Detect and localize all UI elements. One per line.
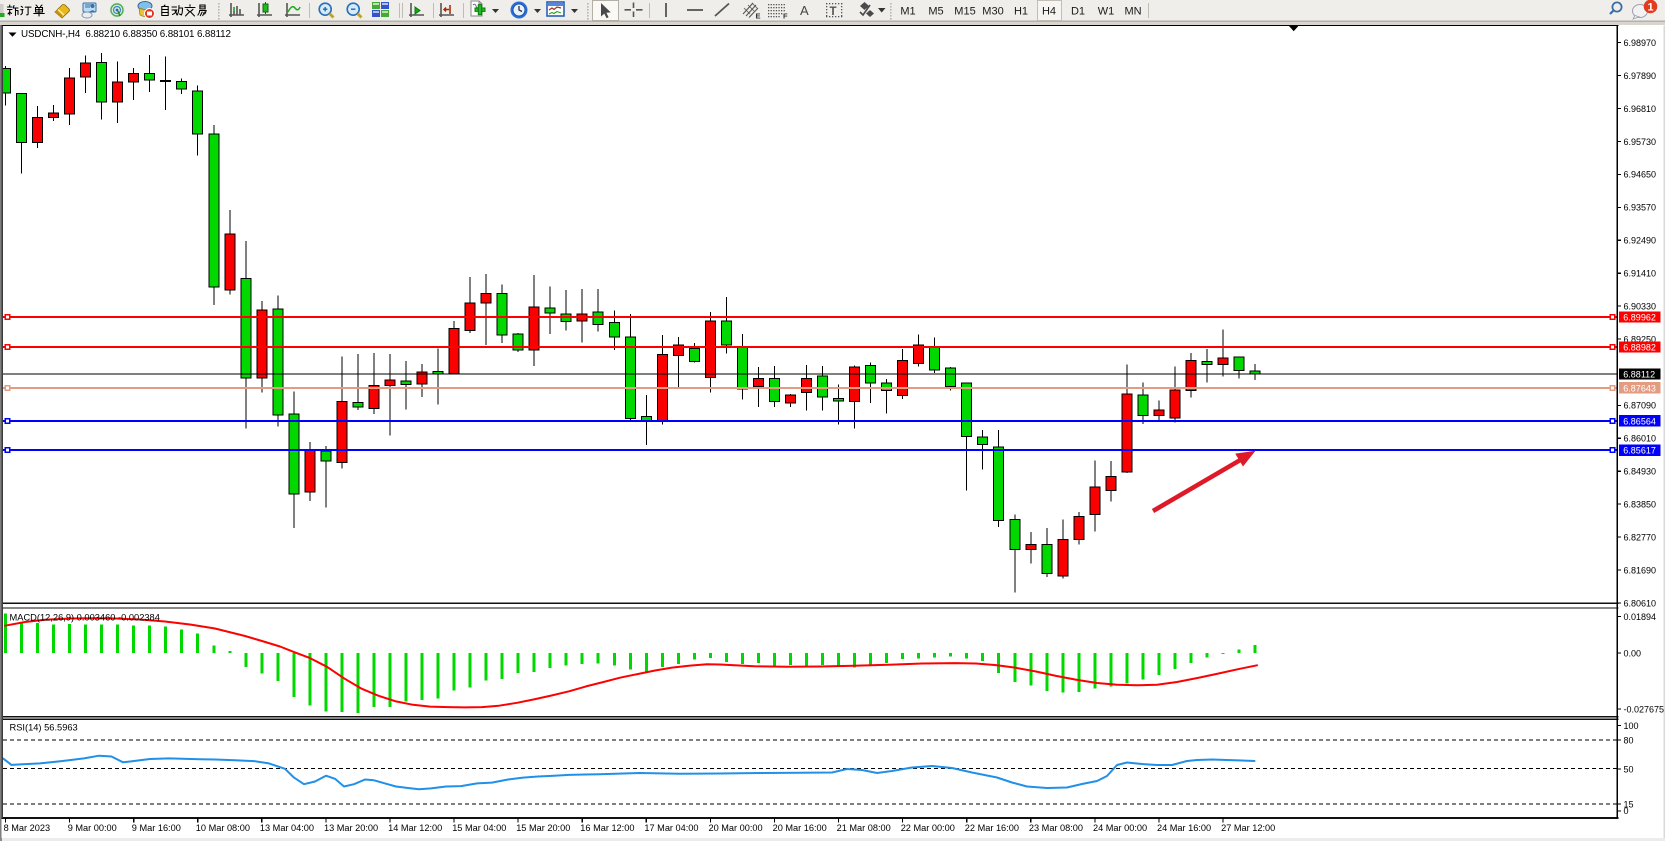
- svg-text:6.92490: 6.92490: [1624, 236, 1657, 246]
- svg-text:E: E: [756, 12, 761, 21]
- svg-text:6.87090: 6.87090: [1624, 401, 1657, 411]
- svg-text:6.97890: 6.97890: [1624, 71, 1657, 81]
- svg-text:13 Mar 04:00: 13 Mar 04:00: [260, 823, 314, 833]
- svg-text:8 Mar 2023: 8 Mar 2023: [4, 823, 50, 833]
- svg-text:USDCNH-,H4 6.88210 6.88350 6.: USDCNH-,H4 6.88210 6.88350 6.88101 6.881…: [21, 29, 231, 40]
- svg-text:H4: H4: [1042, 6, 1056, 18]
- svg-text:6.84930: 6.84930: [1624, 467, 1657, 477]
- svg-text:0.01894: 0.01894: [1624, 612, 1657, 622]
- svg-text:6.83850: 6.83850: [1624, 500, 1657, 510]
- svg-text:D1: D1: [1071, 6, 1085, 18]
- svg-text:6.95730: 6.95730: [1624, 137, 1657, 147]
- svg-text:6.93570: 6.93570: [1624, 203, 1657, 213]
- svg-text:16 Mar 12:00: 16 Mar 12:00: [580, 823, 634, 833]
- svg-text:17 Mar 04:00: 17 Mar 04:00: [644, 823, 698, 833]
- svg-text:6.89962: 6.89962: [1623, 313, 1656, 323]
- svg-text:6.88982: 6.88982: [1623, 343, 1656, 353]
- svg-text:23 Mar 08:00: 23 Mar 08:00: [1029, 823, 1083, 833]
- svg-text:6.96810: 6.96810: [1624, 104, 1657, 114]
- svg-text:6.90330: 6.90330: [1624, 302, 1657, 312]
- svg-text:15 Mar 04:00: 15 Mar 04:00: [452, 823, 506, 833]
- svg-text:0.00: 0.00: [1624, 648, 1642, 658]
- svg-text:F: F: [783, 12, 788, 21]
- svg-text:6.89250: 6.89250: [1624, 335, 1657, 345]
- svg-text:RSI(14) 56.5963: RSI(14) 56.5963: [10, 723, 78, 733]
- svg-text:A: A: [800, 3, 809, 18]
- svg-text:6.88112: 6.88112: [1623, 370, 1655, 380]
- svg-text:0: 0: [1624, 806, 1629, 816]
- svg-text:M30: M30: [982, 6, 1003, 18]
- svg-text:6.91410: 6.91410: [1624, 269, 1657, 279]
- svg-text:100: 100: [1624, 721, 1639, 731]
- svg-text:6.98970: 6.98970: [1624, 38, 1657, 48]
- svg-text:-0.027675: -0.027675: [1624, 704, 1665, 714]
- svg-text:1: 1: [1647, 2, 1653, 14]
- svg-text:80: 80: [1624, 735, 1634, 745]
- svg-text:22 Mar 00:00: 22 Mar 00:00: [901, 823, 955, 833]
- svg-text:21 Mar 08:00: 21 Mar 08:00: [837, 823, 891, 833]
- svg-text:MN: MN: [1124, 6, 1141, 18]
- svg-text:M15: M15: [954, 6, 975, 18]
- svg-text:20 Mar 00:00: 20 Mar 00:00: [709, 823, 763, 833]
- svg-text:14 Mar 12:00: 14 Mar 12:00: [388, 823, 442, 833]
- svg-text:20 Mar 16:00: 20 Mar 16:00: [773, 823, 827, 833]
- svg-text:W1: W1: [1098, 6, 1115, 18]
- svg-text:6.87643: 6.87643: [1623, 383, 1656, 393]
- svg-text:6.86564: 6.86564: [1623, 416, 1656, 426]
- svg-text:15 Mar 20:00: 15 Mar 20:00: [516, 823, 570, 833]
- svg-text:MACD(12,26,9) 0.003460 -0.0023: MACD(12,26,9) 0.003460 -0.002384: [10, 613, 160, 623]
- svg-text:6.80610: 6.80610: [1624, 598, 1657, 608]
- svg-text:10 Mar 08:00: 10 Mar 08:00: [196, 823, 250, 833]
- svg-text:6.86010: 6.86010: [1624, 434, 1657, 444]
- svg-text:9 Mar 00:00: 9 Mar 00:00: [68, 823, 117, 833]
- svg-text:27 Mar 12:00: 27 Mar 12:00: [1221, 823, 1275, 833]
- svg-text:24 Mar 16:00: 24 Mar 16:00: [1157, 823, 1211, 833]
- svg-text:24 Mar 00:00: 24 Mar 00:00: [1093, 823, 1147, 833]
- svg-text:M1: M1: [900, 6, 915, 18]
- svg-text:15: 15: [1624, 799, 1634, 809]
- svg-text:6.81690: 6.81690: [1624, 565, 1657, 575]
- svg-text:T: T: [830, 6, 837, 18]
- svg-text:9 Mar 16:00: 9 Mar 16:00: [132, 823, 181, 833]
- svg-text:M5: M5: [928, 6, 943, 18]
- svg-text:6.82770: 6.82770: [1624, 533, 1657, 543]
- svg-text:6.85617: 6.85617: [1623, 446, 1656, 456]
- svg-text:H1: H1: [1014, 6, 1028, 18]
- svg-text:22 Mar 16:00: 22 Mar 16:00: [965, 823, 1019, 833]
- svg-text:6.94650: 6.94650: [1624, 170, 1657, 180]
- svg-text:13 Mar 20:00: 13 Mar 20:00: [324, 823, 378, 833]
- svg-text:50: 50: [1624, 764, 1634, 774]
